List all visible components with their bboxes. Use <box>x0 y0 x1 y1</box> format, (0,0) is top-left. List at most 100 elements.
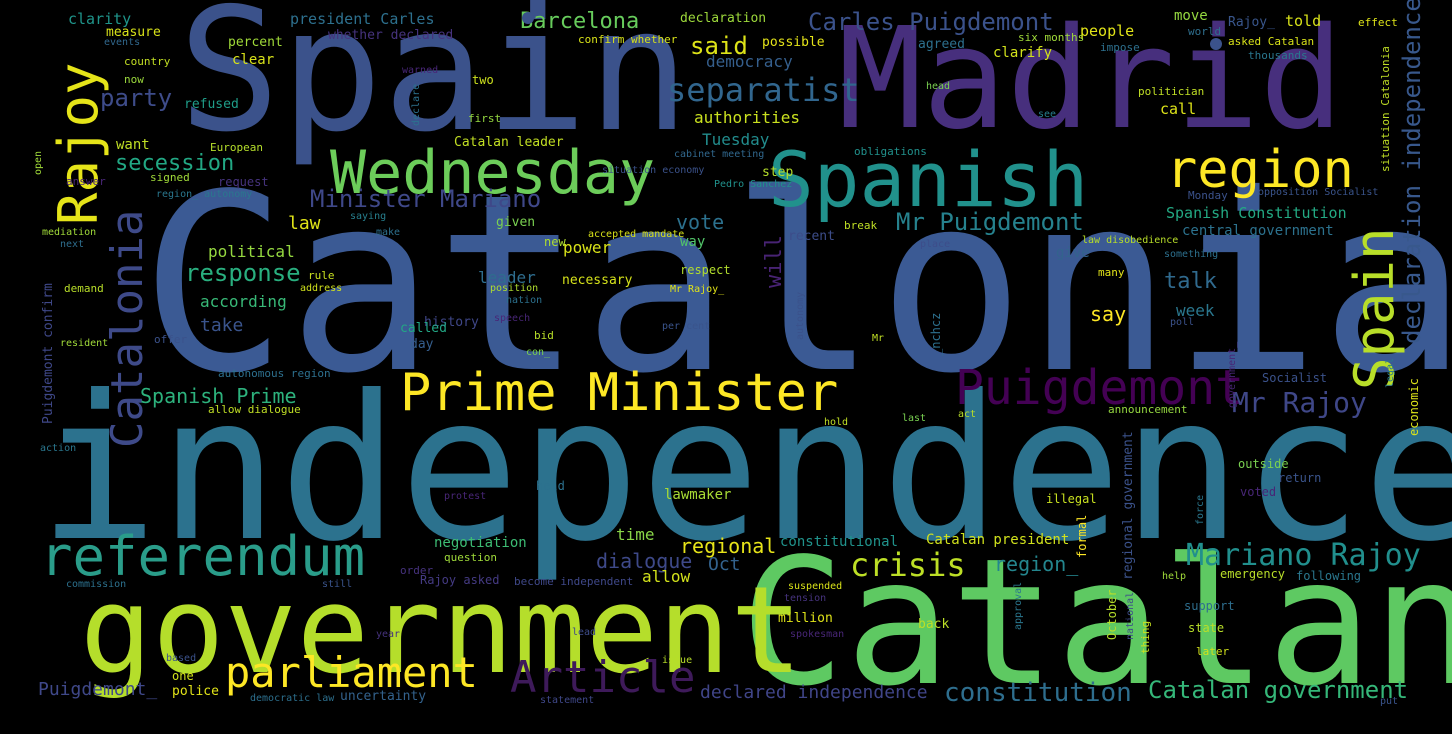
word-catalonia: Catalonia <box>140 142 1452 427</box>
word-constitutional: constitutional <box>780 534 899 550</box>
word-power: power <box>563 238 612 257</box>
word-new: new <box>544 235 566 249</box>
word-resident: resident <box>60 338 109 349</box>
word-legal-vertical: approval <box>1013 581 1024 630</box>
word-situation-economy: situation economy <box>602 165 705 176</box>
word-lead: year <box>376 629 401 640</box>
word-act: hold <box>824 417 849 428</box>
word-poll: poll <box>1170 317 1195 328</box>
word-police: police <box>172 684 219 699</box>
word-wednesday: Wednesday <box>330 138 656 208</box>
word-monday: Monday <box>1188 189 1228 202</box>
word-million: million <box>778 611 833 626</box>
word-mr-rajoy-underscore: Mr Rajoy_ <box>670 284 725 295</box>
word-mariano-rajoy: Mariano Rajoy <box>1186 538 1421 573</box>
word-people: people <box>1080 22 1135 40</box>
word-commission: protest <box>444 491 487 502</box>
word-carles-puigdemont: Carles Puigdemont <box>808 8 1054 36</box>
word-based: still <box>322 579 353 590</box>
word-events: events <box>104 37 141 48</box>
word-still: commission <box>66 579 127 590</box>
word-percent: percent <box>228 35 283 50</box>
word-want: want <box>116 137 150 153</box>
word-declare-vertical: autonomy <box>795 291 806 340</box>
word-rajoy-asked: Rajoy asked <box>420 573 500 587</box>
word-catalan-president: Catalan president <box>926 532 1070 548</box>
word-referendum: referendum <box>40 525 366 588</box>
word-now: now <box>124 73 144 86</box>
word-autonomy-vertical: _nchcz <box>929 312 943 356</box>
word-two: two <box>472 73 494 87</box>
word-clarify: clarify <box>993 45 1053 61</box>
dot-decoration <box>1210 38 1222 50</box>
word-democratic-law: issue <box>662 655 693 666</box>
word-politician: politician <box>1138 85 1205 98</box>
word-question: question <box>444 551 497 564</box>
word-necessary: necessary <box>562 273 633 288</box>
word-refused: refused <box>184 97 239 112</box>
word-next: next <box>60 239 85 250</box>
word-said: said <box>690 32 748 60</box>
word-effect: effect <box>1358 16 1398 29</box>
word-week: week <box>1176 301 1215 320</box>
word-impose: impose <box>1100 41 1140 54</box>
word-give: give <box>1056 245 1090 261</box>
word-world: world <box>1188 25 1222 38</box>
word-oct: Oct <box>708 554 741 575</box>
word-economic-vertical: economic <box>1407 378 1421 436</box>
word-called: called <box>400 321 447 336</box>
word-tension: statement <box>540 695 595 706</box>
word-take: take <box>200 315 244 336</box>
word-declared-independence: declared independence <box>700 682 928 703</box>
word-rajoy-vertical: Rajoy <box>47 62 110 225</box>
word-recent: recent <box>788 229 835 244</box>
word-mediation: mediation <box>42 227 97 238</box>
word-according: according <box>200 292 287 311</box>
word-last: put <box>1380 696 1399 707</box>
word-leader: leader <box>478 268 536 287</box>
word-see: see <box>1038 109 1057 120</box>
word-minister-mariano: Minister Mariano <box>310 185 542 213</box>
word-history: history <box>424 315 479 330</box>
word-warned: act <box>958 409 977 420</box>
word-way: way <box>680 234 706 250</box>
word-puigdemont-underscore: Puigdemont_ <box>38 679 158 700</box>
word-allow-dialogue: allow dialogue <box>208 403 301 416</box>
word-something: something <box>1164 249 1219 260</box>
word-lawmaker: lawmaker <box>664 487 732 503</box>
word-become-independent: become independent <box>514 575 634 588</box>
word-vote: vote <box>676 210 725 234</box>
word-issue: lead <box>572 627 597 638</box>
word-nation: nation <box>506 295 543 306</box>
word-one: one <box>172 669 194 683</box>
word-possible: possible <box>762 35 825 50</box>
word-back: back <box>918 617 950 632</box>
word-country: country <box>124 55 171 68</box>
word-mr: Mr <box>872 333 885 344</box>
word-put: help <box>1162 571 1187 582</box>
word-president-carles: president Carles <box>290 10 435 28</box>
word-thousands: thousands <box>1248 49 1308 62</box>
word-respect: respect <box>680 263 731 277</box>
word-offer: offer <box>154 333 188 346</box>
word-told: told <box>1285 12 1322 30</box>
word-first: first <box>468 112 502 125</box>
word-region-underscore: region_ <box>994 552 1079 576</box>
word-force-vertical: government_ <box>1227 341 1238 408</box>
word-place: place <box>920 239 951 250</box>
word-authorities: authorities <box>694 108 800 127</box>
word-request: request <box>218 175 269 189</box>
word-formal-vertical: thing <box>1139 620 1152 654</box>
word-madrid: Madrid <box>838 0 1344 161</box>
word-head: head <box>926 81 951 92</box>
word-socialist: Socialist <box>1262 371 1328 385</box>
word-address: address <box>300 283 343 294</box>
word-political: political <box>208 242 295 261</box>
word-agreed: agreed <box>918 37 965 52</box>
word-catalan: Catalan <box>740 522 1452 725</box>
word-held: held <box>536 479 565 493</box>
word-allow: allow <box>642 567 691 586</box>
word-negotiation: negotiation <box>434 535 527 551</box>
word-region: region <box>1166 140 1354 200</box>
